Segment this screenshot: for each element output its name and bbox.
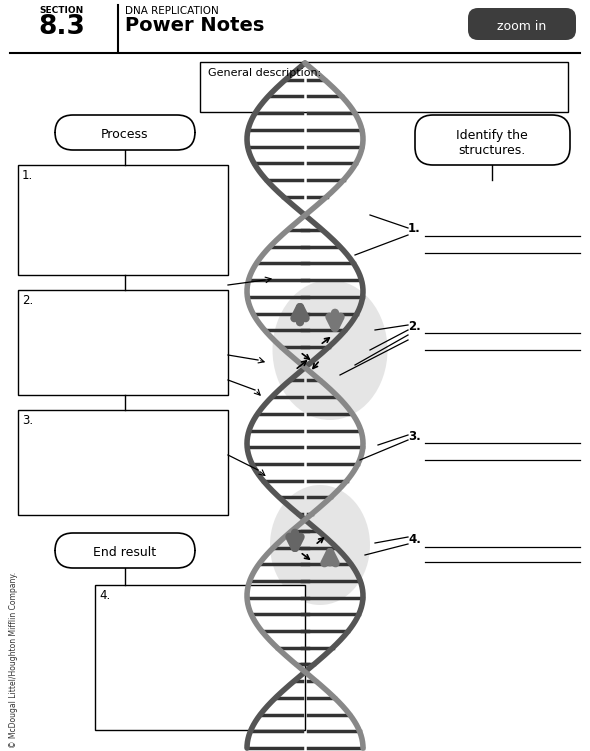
Text: 8.3: 8.3: [38, 14, 86, 40]
Text: 2.: 2.: [408, 320, 421, 333]
Bar: [18, 410, 228, 515]
Text: 3.: 3.: [408, 430, 421, 443]
Bar: [18, 290, 228, 395]
Text: 4.: 4.: [408, 533, 421, 546]
Text: 3.: 3.: [22, 414, 33, 427]
Text: Identify the
structures.: Identify the structures.: [456, 129, 528, 157]
Text: Copyright © McDougal Littel/Houghton Mifflin Company.: Copyright © McDougal Littel/Houghton Mif…: [9, 572, 18, 751]
FancyBboxPatch shape: [415, 115, 570, 165]
Text: 1.: 1.: [22, 169, 33, 182]
Text: End result: End result: [93, 545, 156, 559]
FancyBboxPatch shape: [468, 8, 576, 40]
Text: DNA REPLICATION: DNA REPLICATION: [125, 6, 219, 16]
FancyBboxPatch shape: [55, 533, 195, 568]
Text: SECTION: SECTION: [40, 6, 84, 15]
Text: Process: Process: [101, 128, 149, 141]
Bar: [200, 62, 568, 112]
Bar: [95, 585, 305, 730]
Text: Power Notes: Power Notes: [125, 16, 264, 35]
FancyBboxPatch shape: [55, 115, 195, 150]
Ellipse shape: [270, 485, 370, 605]
Ellipse shape: [273, 280, 388, 420]
Text: zoom in: zoom in: [497, 20, 546, 34]
Text: General description:: General description:: [208, 68, 321, 78]
Text: 1.: 1.: [408, 222, 421, 235]
Bar: [18, 165, 228, 275]
Text: 2.: 2.: [22, 294, 33, 307]
Text: 4.: 4.: [99, 589, 110, 602]
